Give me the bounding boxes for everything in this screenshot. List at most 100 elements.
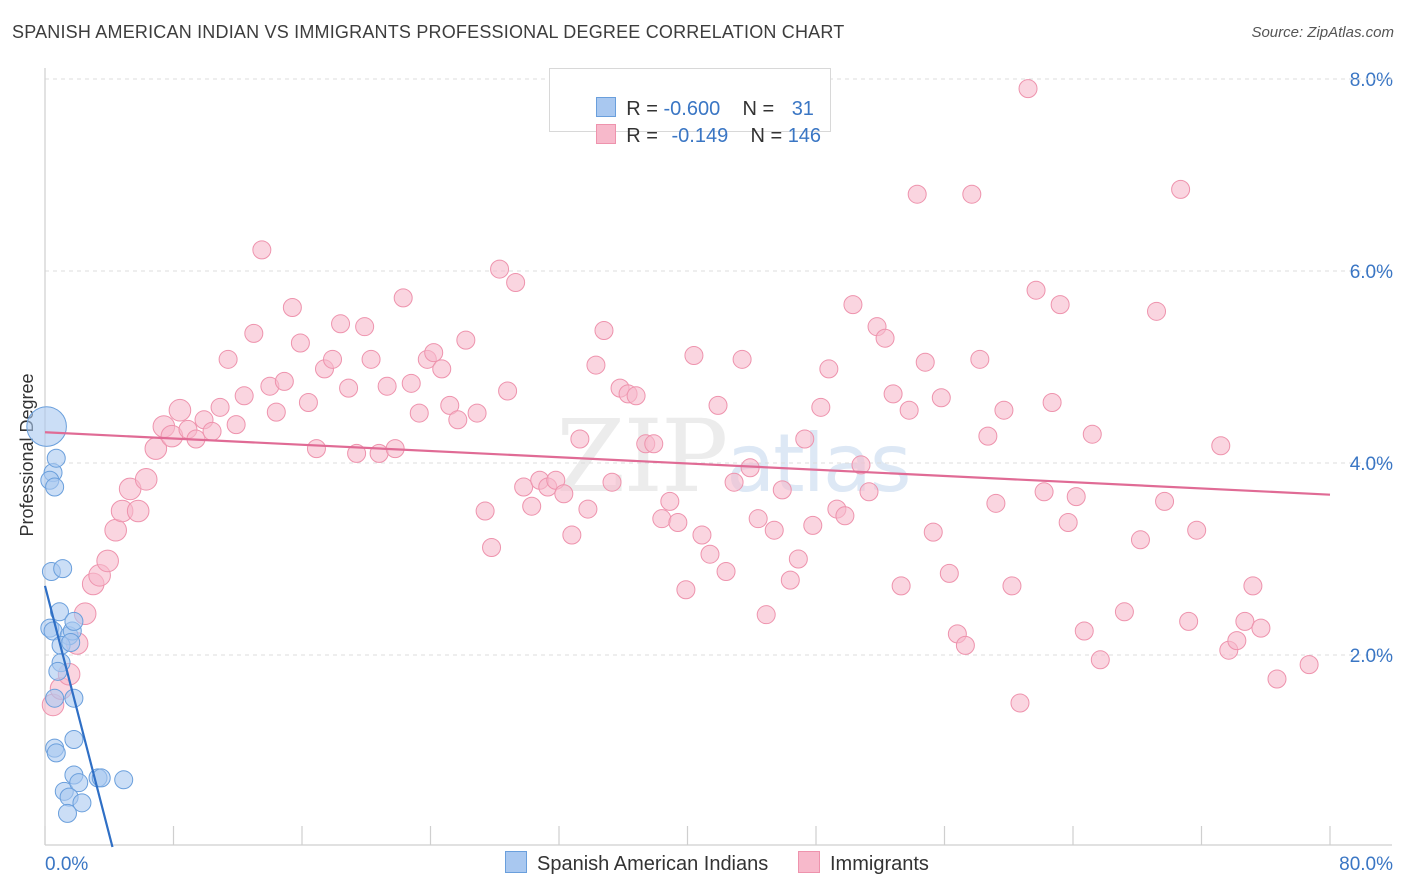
immigrant-point <box>1066 487 1086 507</box>
spanish-american-indian-point <box>46 743 66 763</box>
immigrant-point <box>1211 436 1231 456</box>
immigrant-point <box>978 426 998 446</box>
immigrant-point <box>1235 611 1255 631</box>
immigrant-point <box>970 349 990 369</box>
immigrant-point <box>1267 669 1287 689</box>
bottom-legend-label: Spanish American Indians <box>537 853 769 875</box>
immigrant-point <box>306 439 326 459</box>
immigrant-point <box>907 184 927 204</box>
immigrant-point <box>506 273 526 293</box>
spanish-american-indian-point <box>53 559 73 579</box>
immigrant-point <box>290 333 310 353</box>
y-axis-label: Professional Degree <box>17 373 37 536</box>
immigrant-point <box>923 522 943 542</box>
spanish-american-indian-point <box>69 773 89 793</box>
immigrant-point <box>939 563 959 583</box>
immigrant-point <box>298 393 318 413</box>
immigrant-point <box>1090 650 1110 670</box>
immigrant-point <box>218 349 238 369</box>
y-tick-label: 8.0% <box>1350 70 1393 91</box>
immigrant-point <box>1034 482 1054 502</box>
immigrant-point <box>339 378 359 398</box>
x-tick-label-min: 0.0% <box>45 854 88 875</box>
legend-swatch-pink <box>596 124 617 144</box>
immigrant-point <box>811 397 831 417</box>
immigrant-point <box>498 381 518 401</box>
immigrant-point <box>1010 693 1030 713</box>
immigrant-point <box>266 402 286 422</box>
immigrant-point <box>668 513 688 533</box>
immigrant-point <box>104 518 127 542</box>
y-tick-label: 6.0% <box>1350 262 1393 283</box>
immigrant-point <box>931 388 951 408</box>
immigrant-point <box>1155 491 1175 511</box>
immigrant-point <box>891 576 911 596</box>
legend-n-label: N = <box>742 98 780 120</box>
immigrant-point <box>1050 295 1070 315</box>
immigrant-point <box>780 570 800 590</box>
immigrant-point <box>126 499 150 523</box>
bottom-legend-swatch-pink <box>798 851 820 873</box>
immigrant-point <box>652 509 672 529</box>
legend-n-value: 31 <box>791 98 814 120</box>
legend-r-value: -0.600 <box>663 98 721 120</box>
immigrant-point <box>1074 621 1094 641</box>
immigrant-point <box>1130 530 1150 550</box>
immigrant-point <box>684 345 704 365</box>
immigrant-point <box>660 491 680 511</box>
spanish-american-indian-point <box>64 611 84 631</box>
bottom-legend-spanish-american-indians: Spanish American Indians <box>505 851 768 876</box>
immigrant-point <box>676 580 696 600</box>
spanish-american-indian-point <box>64 729 84 749</box>
source-label: Source: ZipAtlas.com <box>1251 24 1394 41</box>
immigrants-trend-line <box>44 431 1331 496</box>
immigrant-point <box>347 443 367 463</box>
legend-r-label: R = <box>626 125 664 147</box>
immigrant-point <box>323 349 343 369</box>
legend-n-value: 146 <box>787 125 822 147</box>
immigrant-point <box>986 493 1006 513</box>
immigrant-point <box>562 525 582 545</box>
immigrant-point <box>915 352 935 372</box>
immigrant-point <box>962 184 982 204</box>
immigrant-point <box>234 386 254 406</box>
immigrant-point <box>626 386 646 406</box>
immigrant-point <box>700 544 720 564</box>
immigrant-point <box>748 509 768 529</box>
immigrant-point <box>134 468 158 491</box>
spanish-american-indians-trend-line <box>43 585 114 848</box>
immigrant-point <box>859 482 879 502</box>
immigrant-point <box>732 349 752 369</box>
immigrant-point <box>764 520 784 540</box>
spanish-american-indian-point <box>114 770 134 790</box>
chart-title: SPANISH AMERICAN INDIAN VS IMMIGRANTS PR… <box>12 22 845 42</box>
y-tick-label: 4.0% <box>1350 454 1393 475</box>
bottom-legend-swatch-blue <box>505 851 527 873</box>
legend-n-label: N = <box>750 125 788 147</box>
immigrant-point <box>1179 611 1199 631</box>
spanish-american-indian-point <box>48 661 68 681</box>
immigrant-point <box>448 410 468 430</box>
immigrant-point <box>252 240 272 260</box>
spanish-american-indian-point <box>72 793 92 813</box>
immigrant-point <box>586 355 606 375</box>
x-tick-label-max: 80.0% <box>1339 854 1393 875</box>
spanish-american-indian-point <box>57 803 77 823</box>
immigrant-point <box>756 605 776 625</box>
immigrant-point <box>803 515 823 535</box>
immigrant-point <box>210 397 230 417</box>
immigrant-point <box>202 421 222 441</box>
legend-row-immigrants: R = -0.149 N = 146 <box>574 101 821 147</box>
immigrant-point <box>1251 618 1271 638</box>
immigrant-point <box>788 549 808 569</box>
legend-r-value: -0.149 <box>671 125 729 147</box>
spanish-american-indian-point <box>45 477 65 497</box>
immigrant-point <box>377 376 397 396</box>
immigrant-point <box>994 400 1014 420</box>
immigrant-point <box>1147 301 1167 321</box>
immigrant-point <box>883 384 903 404</box>
bottom-legend-immigrants: Immigrants <box>798 851 929 876</box>
immigrant-point <box>602 472 622 492</box>
immigrant-point <box>1171 179 1191 199</box>
